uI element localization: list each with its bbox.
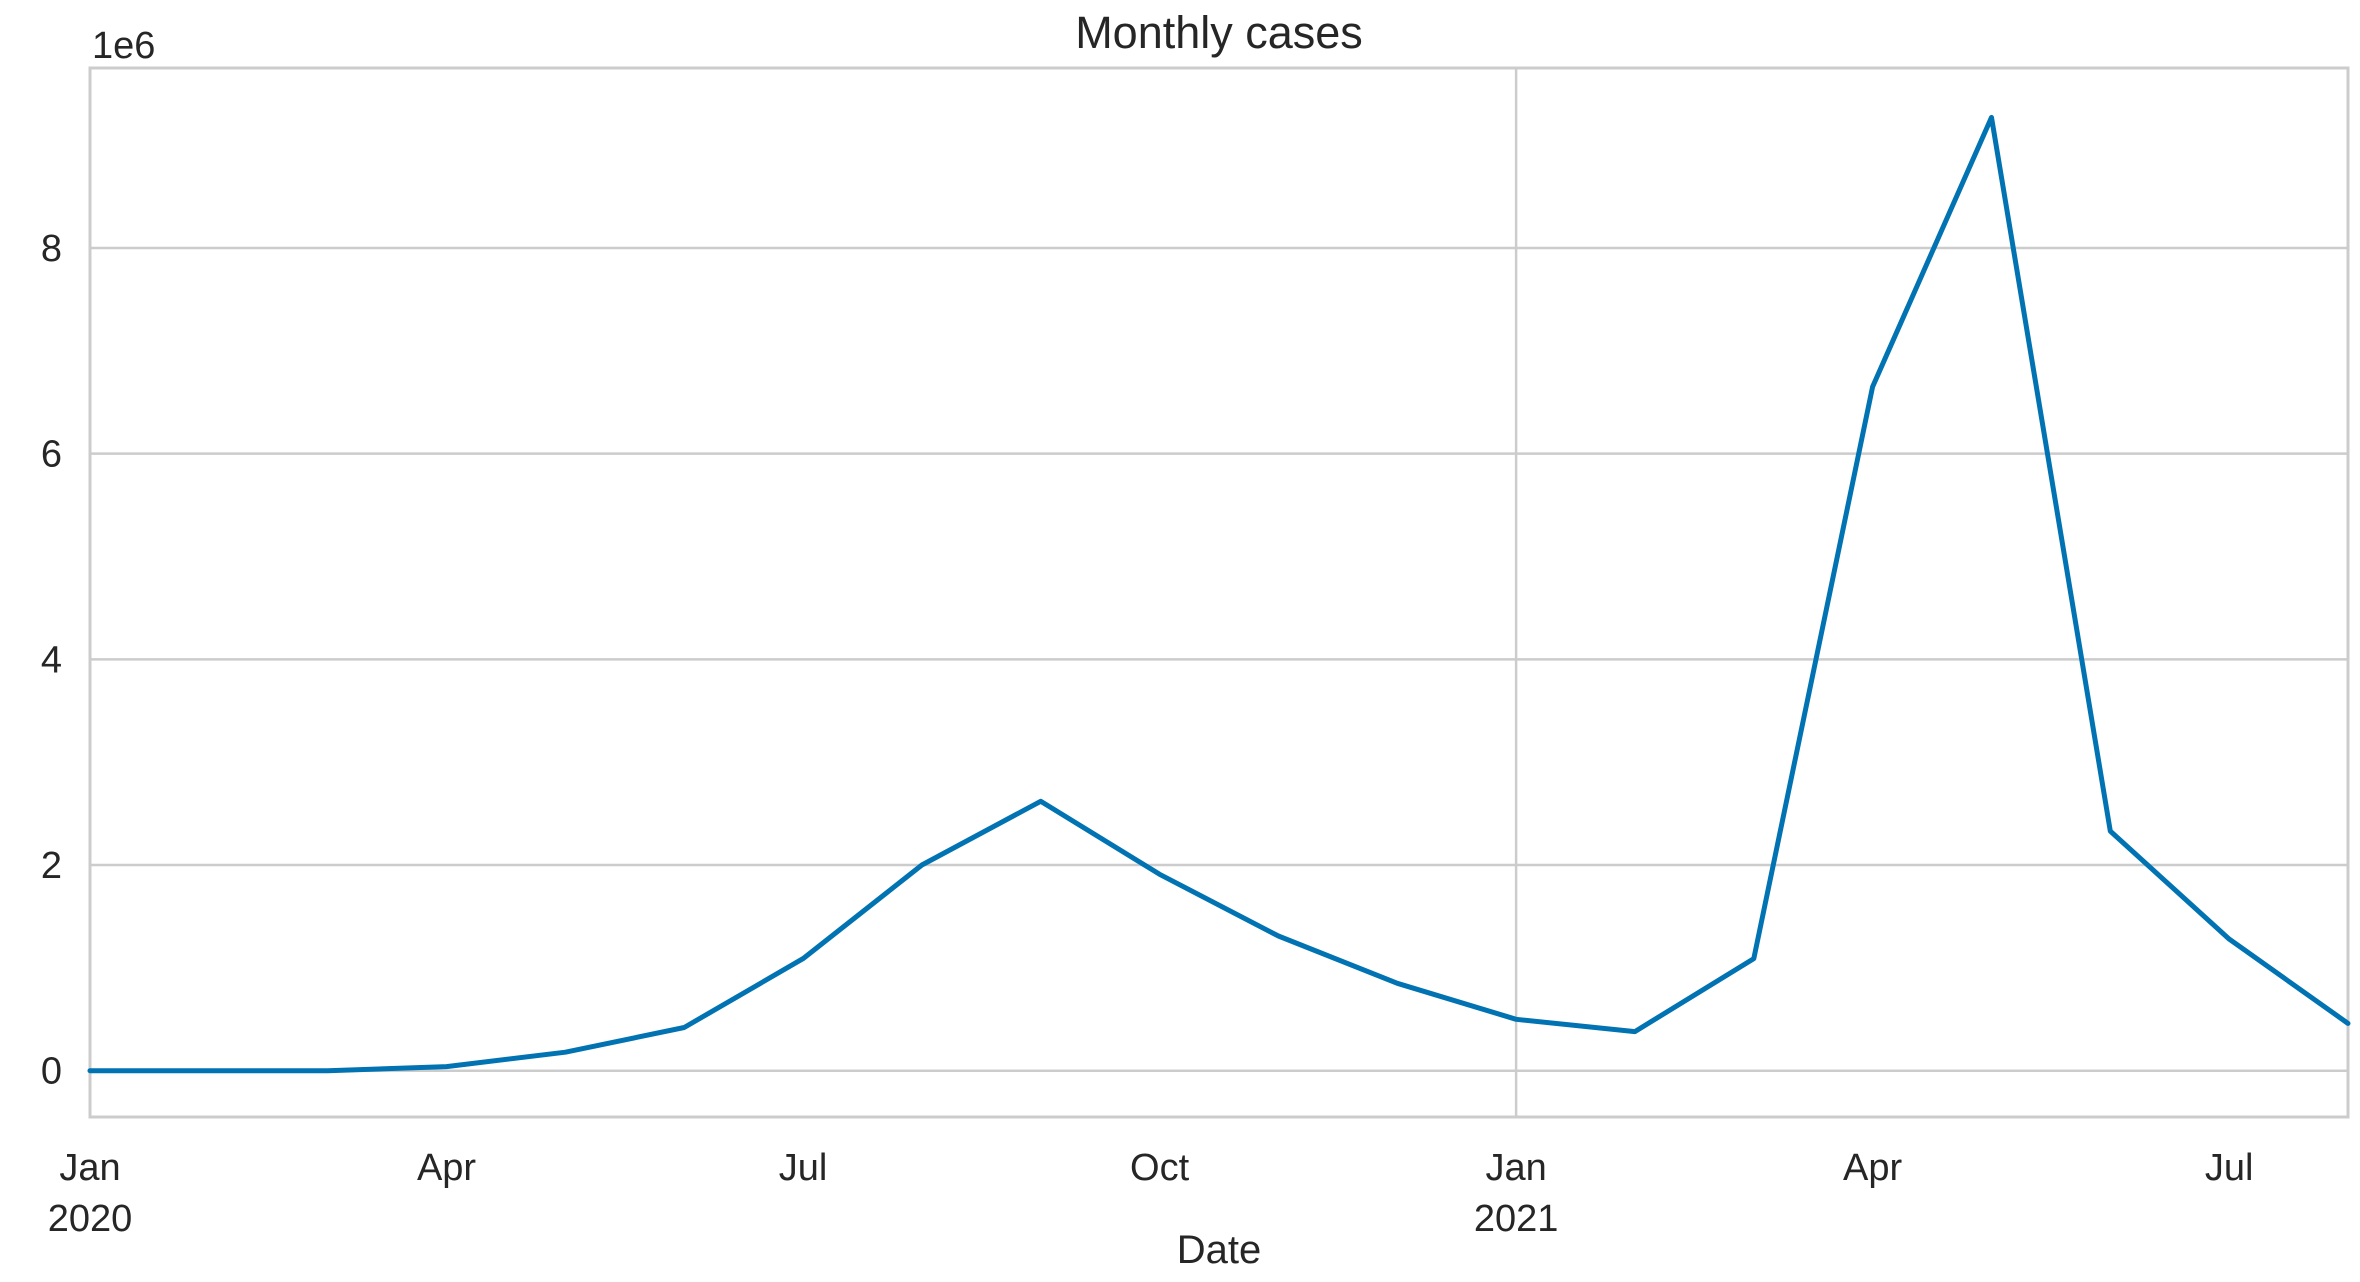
y-tick-label: 6 [41, 434, 62, 476]
y-tick-label: 8 [41, 228, 62, 270]
x-tick-year-label: 2020 [48, 1198, 133, 1240]
series-layer [87, 114, 2351, 1074]
x-tick-label: Oct [1130, 1147, 1190, 1189]
y-tick-label: 2 [41, 845, 62, 887]
x-axis-label: Date [1177, 1228, 1262, 1272]
x-tick-label: Apr [1843, 1147, 1902, 1189]
x-tick-label: Jan [1485, 1147, 1546, 1189]
x-tick-label: Jul [779, 1147, 828, 1189]
x-tick-label: Apr [417, 1147, 476, 1189]
x-tick-label: Jul [2205, 1147, 2254, 1189]
x-tick-year-label: 2021 [1474, 1198, 1559, 1240]
y-axis-offset-label: 1e6 [92, 25, 155, 67]
tick-labels: 0 2 4 6 8 Jan 2020 Apr Jul Oct Jan 2021 Apr Jul [41, 228, 2254, 1240]
y-tick-label: 4 [41, 639, 62, 681]
chart-title: Monthly cases [1075, 7, 1363, 58]
x-tick-label: Jan [59, 1147, 120, 1189]
plot-frame [88, 66, 2350, 1119]
series-line [87, 114, 2351, 1074]
y-tick-label: 0 [41, 1051, 62, 1093]
